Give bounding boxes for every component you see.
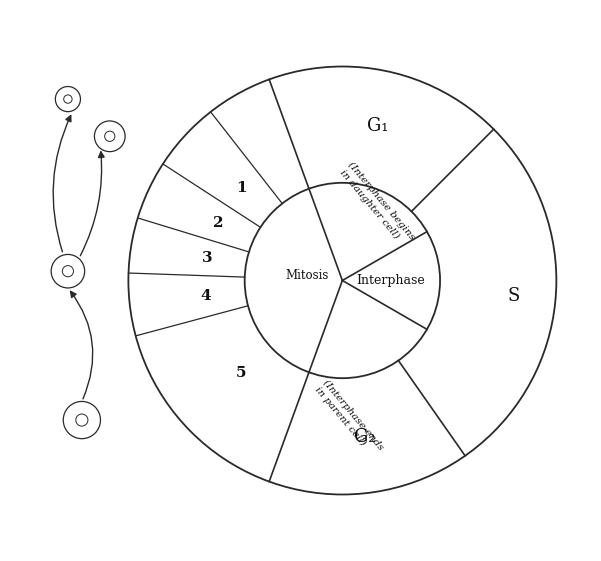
Circle shape [245,183,440,378]
Circle shape [63,402,100,439]
Circle shape [94,121,125,151]
Circle shape [76,414,88,426]
Text: (Interphase begins
in daughter cell): (Interphase begins in daughter cell) [338,160,417,249]
FancyArrowPatch shape [53,116,71,252]
Text: Mitosis: Mitosis [285,269,329,282]
Text: (Interphase ends
in parent cell): (Interphase ends in parent cell) [313,378,385,459]
Circle shape [129,67,557,494]
Text: Interphase: Interphase [356,274,425,287]
Text: G₂: G₂ [353,428,375,446]
Text: 2: 2 [213,215,224,229]
Circle shape [63,265,73,277]
Circle shape [51,255,85,288]
Text: 1: 1 [236,181,246,195]
Text: G₁: G₁ [367,117,389,135]
Circle shape [105,131,115,141]
FancyArrowPatch shape [70,291,93,399]
Text: S: S [508,287,520,305]
FancyArrowPatch shape [81,152,104,256]
Text: 4: 4 [201,289,212,303]
Text: 5: 5 [236,366,246,380]
Circle shape [64,95,72,103]
Circle shape [55,86,81,112]
Text: 3: 3 [202,251,212,265]
